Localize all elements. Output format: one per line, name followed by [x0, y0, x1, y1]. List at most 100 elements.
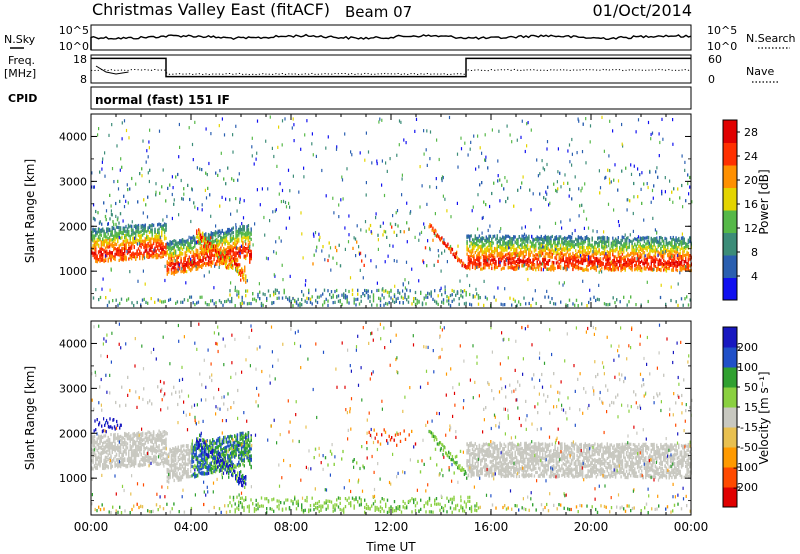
scatter-cell: [614, 301, 616, 305]
scatter-cell: [509, 245, 511, 249]
scatter-cell: [104, 238, 107, 242]
scatter-cell: [584, 256, 586, 260]
scatter-cell: [129, 224, 131, 228]
scatter-cell: [584, 251, 586, 255]
scatter-cell: [650, 238, 652, 242]
scatter-cell: [165, 228, 167, 232]
scatter-cell: [553, 249, 555, 253]
scatter-cell: [110, 251, 112, 255]
scatter-cell: [157, 247, 159, 251]
scatter-cell: [179, 247, 181, 251]
scatter-cell: [617, 254, 619, 259]
scatter-cell: [117, 303, 119, 307]
scatter-cell: [154, 253, 156, 257]
scatter-cell: [484, 259, 486, 263]
scatter-cell: [397, 290, 399, 294]
scatter-cell: [595, 298, 597, 303]
scatter-cell: [165, 236, 167, 240]
scatter-cell: [493, 246, 496, 251]
scatter-cell: [135, 234, 137, 238]
scatter-cell: [348, 289, 350, 294]
scatter-cell: [135, 224, 137, 228]
scatter-cell: [504, 248, 507, 252]
scatter-cell: [201, 239, 203, 243]
scatter-cell: [585, 117, 587, 121]
scatter-cell: [557, 248, 559, 252]
scatter-cell: [304, 133, 306, 137]
scatter-cell: [577, 258, 580, 263]
scatter-cell: [170, 252, 173, 256]
scatter-cell: [503, 255, 505, 259]
scatter-cell: [630, 267, 632, 271]
scatter-cell: [150, 246, 152, 250]
scatter-cell: [526, 247, 529, 251]
scatter-cell: [195, 248, 197, 252]
noise-series: [90, 33, 692, 50]
scatter-cell: [411, 302, 413, 306]
scatter-cell: [537, 236, 540, 240]
scatter-cell: [638, 262, 640, 266]
scatter-cell: [493, 251, 496, 255]
scatter-cell: [119, 228, 122, 232]
scatter-cell: [232, 150, 234, 154]
scatter-cell: [469, 244, 471, 248]
scatter-cell: [564, 264, 566, 268]
scatter-cell: [645, 247, 647, 251]
scatter-cell: [623, 295, 625, 299]
scatter-cell: [225, 250, 228, 254]
scatter-cell: [495, 247, 497, 251]
scatter-cell: [343, 292, 345, 296]
scatter-cell: [103, 242, 105, 246]
scatter-cell: [274, 291, 277, 295]
scatter-cell: [667, 249, 669, 253]
scatter-cell: [572, 262, 574, 266]
scatter-cell: [643, 255, 646, 259]
scatter-cell: [675, 236, 677, 240]
scatter-cell: [364, 158, 366, 162]
scatter-cell: [624, 259, 626, 263]
scatter-cell: [594, 257, 596, 261]
scatter-cell: [524, 255, 526, 259]
scatter-cell: [229, 233, 232, 237]
scatter-cell: [438, 235, 440, 239]
scatter-cell: [225, 237, 228, 241]
scatter-cell: [433, 263, 435, 267]
scatter-cell: [632, 258, 635, 262]
scatter-cell: [553, 265, 555, 269]
scatter-cell: [131, 220, 133, 224]
scatter-cell: [623, 248, 625, 252]
scatter-cell: [238, 254, 240, 258]
scatter-cell: [168, 270, 170, 274]
scatter-cell: [564, 253, 566, 257]
scatter-cell: [629, 199, 631, 203]
scatter-cell: [642, 262, 644, 266]
scatter-cell: [188, 245, 190, 249]
scatter-cell: [551, 262, 553, 266]
scatter-cell: [432, 238, 434, 242]
scatter-cell: [580, 236, 582, 240]
scatter-cell: [612, 236, 614, 240]
scatter-cell: [637, 235, 640, 239]
scatter-cell: [124, 234, 126, 238]
scatter-cell: [511, 238, 514, 242]
scatter-cell: [183, 261, 185, 265]
scatter-cell: [580, 246, 582, 250]
scatter-cell: [491, 240, 493, 244]
scatter-cell: [141, 257, 144, 261]
scatter-cell: [381, 159, 383, 163]
scatter-cell: [654, 258, 657, 262]
scatter-cell: [636, 238, 639, 242]
scatter-cell: [610, 180, 612, 184]
scatter-cell: [609, 302, 611, 306]
scatter-cell: [157, 234, 159, 239]
scatter-cell: [620, 238, 622, 243]
scatter-cell: [95, 244, 97, 248]
scatter-cell: [509, 257, 511, 261]
scatter-cell: [654, 260, 657, 264]
scatter-cell: [464, 141, 466, 145]
scatter-cell: [143, 227, 145, 231]
scatter-cell: [188, 126, 190, 130]
scatter-cell: [169, 259, 171, 264]
scatter-cell: [684, 168, 686, 172]
